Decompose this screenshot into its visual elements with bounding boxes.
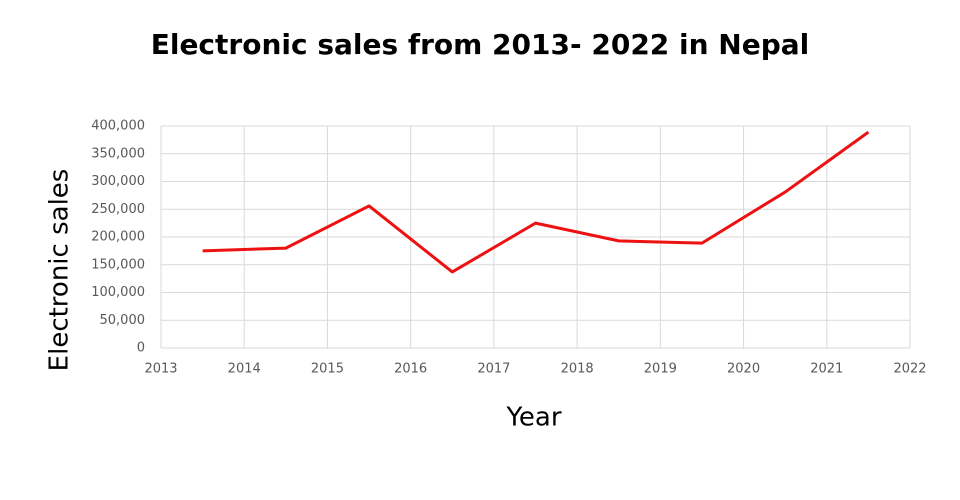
x-tick-label: 2021 — [810, 362, 843, 377]
x-tick-label: 2018 — [561, 362, 594, 377]
chart-title: Electronic sales from 2013- 2022 in Nepa… — [151, 28, 810, 61]
x-tick-label: 2019 — [644, 362, 677, 377]
y-tick-label: 400,000 — [91, 119, 145, 134]
x-tick-label: 2015 — [311, 362, 344, 377]
x-tick-label: 2016 — [394, 362, 427, 377]
x-axis-label: Year — [505, 403, 561, 433]
y-tick-label: 350,000 — [91, 146, 145, 161]
y-tick-label: 300,000 — [91, 174, 145, 189]
y-tick-label: 250,000 — [91, 202, 145, 217]
x-tick-label: 2022 — [893, 362, 926, 377]
y-axis-label: Electronic sales — [45, 169, 75, 372]
x-tick-label: 2020 — [727, 362, 760, 377]
y-tick-label: 150,000 — [91, 257, 145, 272]
y-tick-label: 0 — [137, 341, 145, 356]
x-tick-label: 2013 — [144, 362, 177, 377]
data-line — [202, 130, 870, 274]
y-tick-label: 200,000 — [91, 230, 145, 245]
x-tick-label: 2014 — [228, 362, 261, 377]
x-tick-label: 2017 — [477, 362, 510, 377]
y-tick-label: 50,000 — [100, 313, 146, 328]
y-tick-label: 100,000 — [91, 285, 145, 300]
